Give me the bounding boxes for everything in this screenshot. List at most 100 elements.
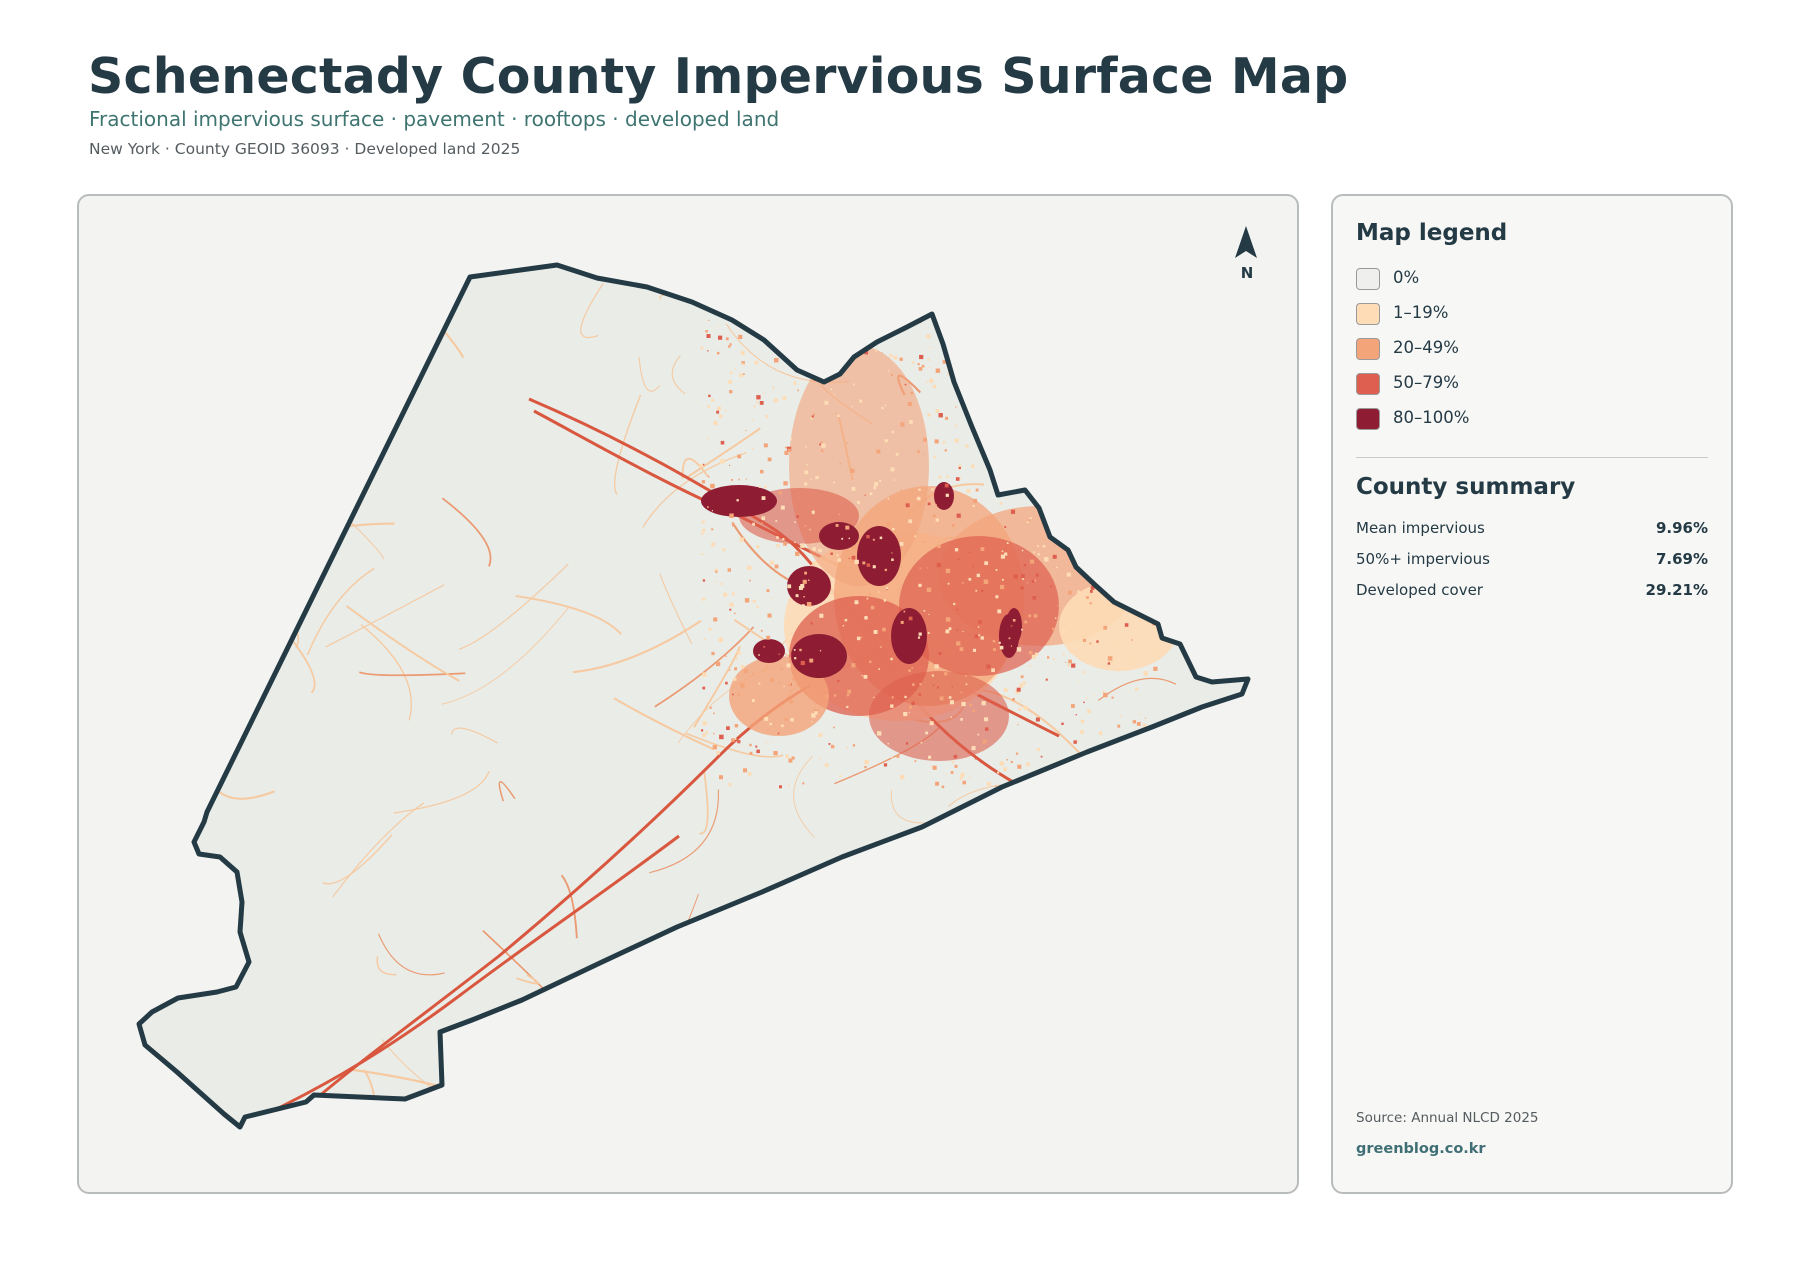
development-pixel (1029, 665, 1031, 667)
development-pixel (956, 641, 961, 646)
development-pixel (1030, 342, 1035, 348)
road-segment (771, 1126, 808, 1127)
development-pixel (945, 493, 949, 497)
development-pixel (756, 545, 760, 549)
development-pixel (1034, 652, 1039, 656)
development-pixel (959, 647, 964, 651)
development-pixel (779, 785, 782, 789)
development-pixel (911, 667, 914, 669)
development-pixel (786, 620, 789, 623)
development-pixel (1036, 747, 1040, 751)
road-segment (257, 481, 260, 504)
development-pixel (1120, 714, 1122, 717)
development-pixel (1133, 554, 1137, 557)
development-pixel (1140, 644, 1142, 647)
development-pixel (972, 498, 978, 504)
development-pixel (1144, 462, 1146, 465)
development-pixel (976, 573, 980, 578)
development-pixel (927, 632, 930, 634)
development-pixel (1033, 614, 1038, 618)
development-pixel (965, 444, 969, 448)
development-pixel (931, 674, 934, 677)
development-pixel (927, 358, 930, 361)
development-pixel (1096, 640, 1099, 643)
development-pixel (720, 582, 723, 585)
county-map[interactable] (79, 196, 1297, 1192)
development-pixel (1134, 466, 1137, 469)
development-pixel (1079, 450, 1082, 453)
development-pixel (1150, 559, 1153, 562)
development-pixel (749, 751, 753, 755)
legend-panel: Map legend 0% 1–19% 20–49% 50–79% 80–100… (1331, 194, 1733, 1194)
development-pixel (738, 334, 743, 339)
development-pixel (848, 705, 850, 707)
development-pixel (908, 519, 912, 524)
map-panel[interactable]: N (77, 194, 1299, 1194)
development-pixel (914, 535, 917, 538)
development-pixel (1153, 666, 1158, 671)
development-pixel (740, 683, 745, 688)
development-pixel (815, 476, 819, 480)
road-segment (671, 355, 686, 395)
road-segment (573, 620, 702, 674)
development-pixel (891, 552, 893, 554)
development-pixel (716, 351, 720, 355)
development-pixel (728, 783, 732, 787)
development-pixel (804, 571, 807, 575)
development-pixel (774, 358, 779, 363)
development-pixel (805, 446, 807, 448)
development-pixel (729, 669, 731, 671)
development-pixel (936, 562, 941, 568)
development-pixel (961, 701, 966, 707)
development-pixel (716, 580, 718, 583)
development-pixel (747, 565, 752, 570)
development-pixel (1053, 658, 1055, 660)
development-pixel (1003, 366, 1007, 370)
development-pixel (974, 758, 977, 760)
development-pixel (1037, 417, 1040, 420)
development-pixel (999, 502, 1003, 505)
development-pixel (729, 390, 733, 394)
development-pixel (707, 404, 710, 408)
development-pixel (900, 774, 905, 780)
legend-item-1: 1–19% (1356, 303, 1696, 329)
development-pixel (1062, 653, 1065, 656)
development-pixel (1102, 765, 1106, 769)
development-pixel (962, 630, 964, 632)
development-pixel (1135, 592, 1138, 595)
development-pixel (706, 437, 709, 440)
road-segment (638, 357, 661, 392)
development-pixel (1073, 448, 1077, 452)
development-pixel (719, 414, 723, 418)
legend-swatch (1356, 268, 1380, 290)
development-pixel (1143, 438, 1147, 443)
development-pixel (818, 548, 822, 553)
road-segment (848, 1075, 970, 1127)
development-pixel (1064, 339, 1066, 341)
development-pixel (768, 331, 772, 335)
development-pixel (837, 679, 840, 683)
stat-value: 9.96% (1655, 519, 1708, 537)
development-pixel (1116, 645, 1120, 650)
development-pixel (972, 648, 976, 652)
development-pixel (1075, 503, 1079, 507)
development-pixel (726, 726, 730, 730)
development-pixel (714, 661, 716, 664)
development-pixel (811, 510, 815, 514)
development-pixel (788, 784, 790, 787)
development-pixel (937, 686, 939, 689)
development-pixel (737, 746, 739, 748)
development-pixel (919, 683, 922, 686)
development-pixel (839, 335, 842, 337)
development-pixel (833, 394, 835, 396)
development-pixel (879, 646, 882, 648)
development-pixel (979, 395, 983, 398)
site-link[interactable]: greenblog.co.kr (1356, 1141, 1486, 1157)
development-pixel (702, 528, 706, 532)
development-pixel (718, 637, 724, 642)
development-pixel (811, 415, 814, 418)
development-pixel (1121, 564, 1124, 567)
development-pixel (945, 568, 951, 574)
legend-item-2: 20–49% (1356, 338, 1696, 364)
development-pixel (802, 782, 805, 785)
